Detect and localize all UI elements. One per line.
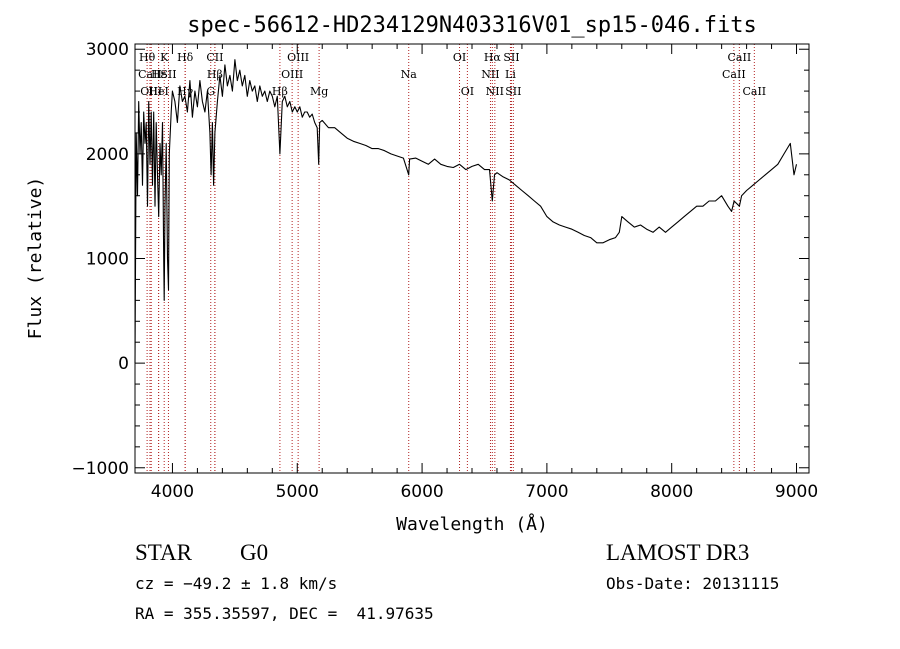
spectral-line-label: Mg xyxy=(310,85,328,98)
object-subclass: G0 xyxy=(240,540,269,565)
spectrum-chart: spec-56612-HD234129N403316V01_sp15-046.f… xyxy=(25,13,818,535)
spectral-line-label: Hε xyxy=(151,68,167,81)
spectral-line-label: CII xyxy=(206,51,223,64)
spectral-line-label: HeI xyxy=(148,85,168,98)
x-axis: 4000 5000 6000 7000 8000 9000 xyxy=(151,44,818,502)
spectral-line-label: OIII xyxy=(140,85,162,98)
spectral-line-label: Li xyxy=(505,68,516,81)
coordinates: RA = 355.35597, DEC = 41.97635 xyxy=(135,604,434,623)
x-tick-label: 7000 xyxy=(525,482,568,502)
spectral-line-label: CaII xyxy=(742,85,766,98)
spectral-line-label: Hδ xyxy=(177,51,194,64)
x-tick-label: 5000 xyxy=(276,482,319,502)
y-tick-label: 3000 xyxy=(86,40,129,60)
spectral-line-label: Hγ xyxy=(177,85,194,98)
y-tick-label: 1000 xyxy=(86,250,129,270)
observation-date: Obs-Date: 20131115 xyxy=(606,574,780,593)
spectral-line-label: NII xyxy=(481,68,499,81)
y-axis: −1000 0 1000 2000 3000 xyxy=(71,40,809,479)
y-tick-label: −1000 xyxy=(71,459,129,479)
plot-frame xyxy=(134,43,810,474)
spectral-line-label: SII xyxy=(503,51,519,64)
y-axis-label: Flux (relative) xyxy=(25,177,46,340)
x-tick-label: 8000 xyxy=(650,482,693,502)
x-axis-label: Wavelength (Å) xyxy=(396,513,548,535)
x-tick-label: 4000 xyxy=(151,482,194,502)
spectral-line-label: SII xyxy=(160,68,176,81)
y-tick-label: 2000 xyxy=(86,145,129,165)
series-group xyxy=(134,59,798,364)
series-line-flux xyxy=(134,59,798,364)
spectral-line-label: OI xyxy=(461,85,474,98)
x-tick-label: 9000 xyxy=(775,482,818,502)
object-class: STAR xyxy=(135,540,192,565)
spectral-line-label: CaII xyxy=(138,68,162,81)
spectral-line-label: Na xyxy=(401,68,418,81)
spectral-line-label: Hθ xyxy=(139,51,156,64)
spectral-line-label: OIII xyxy=(287,51,309,64)
spectral-line-label: NII xyxy=(486,85,504,98)
survey-name: LAMOST DR3 xyxy=(606,540,750,565)
spectral-line-label: SII xyxy=(505,85,521,98)
spectral-line-label: CaII xyxy=(728,51,752,64)
spectral-line-label: CaII xyxy=(722,68,746,81)
spectral-line-markers xyxy=(146,44,755,473)
x-tick-label: 6000 xyxy=(400,482,443,502)
spectral-line-label: K xyxy=(160,51,169,64)
y-tick-label: 0 xyxy=(118,354,129,374)
spectral-line-label: Hα xyxy=(484,51,502,64)
spectral-line-label: Hβ xyxy=(272,85,288,98)
redshift-cz: cz = −49.2 ± 1.8 km/s xyxy=(135,574,338,593)
spectral-line-label: OIII xyxy=(281,68,303,81)
spectral-line-label: OI xyxy=(453,51,466,64)
spectral-line-label: Hβ xyxy=(207,68,223,81)
chart-title: spec-56612-HD234129N403316V01_sp15-046.f… xyxy=(187,13,757,38)
spectral-line-label: G xyxy=(206,85,215,98)
